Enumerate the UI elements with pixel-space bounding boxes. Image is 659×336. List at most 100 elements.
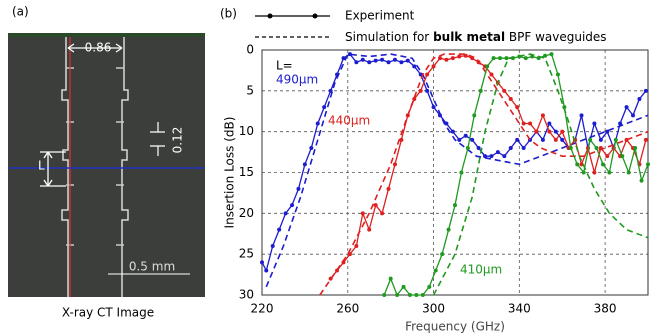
data-point bbox=[309, 146, 313, 150]
data-point bbox=[406, 59, 410, 63]
data-point bbox=[367, 60, 371, 64]
data-point bbox=[367, 228, 371, 232]
data-point bbox=[504, 56, 508, 60]
data-point bbox=[277, 228, 281, 232]
data-point bbox=[601, 162, 605, 166]
data-point bbox=[451, 130, 455, 134]
data-point bbox=[451, 56, 455, 60]
data-point bbox=[393, 58, 397, 62]
caption: X-ray CT Image bbox=[62, 306, 154, 320]
data-point bbox=[393, 162, 397, 166]
x-tick-label: 260 bbox=[336, 302, 359, 316]
x-tick-label: 340 bbox=[508, 302, 531, 316]
data-point bbox=[489, 73, 493, 77]
data-point bbox=[515, 105, 519, 109]
data-point bbox=[354, 244, 358, 248]
y-tick-label: 5 bbox=[246, 83, 254, 97]
data-point bbox=[522, 122, 526, 126]
data-point bbox=[438, 56, 442, 60]
data-point bbox=[592, 122, 596, 126]
legend-label: Experiment bbox=[345, 9, 415, 23]
data-point bbox=[264, 269, 268, 273]
dim-label: 0.12 bbox=[171, 127, 185, 154]
data-point bbox=[354, 60, 358, 64]
data-point bbox=[541, 138, 545, 142]
data-point bbox=[380, 211, 384, 215]
data-point bbox=[260, 260, 264, 264]
y-tick-label: 0 bbox=[246, 43, 254, 57]
data-point bbox=[432, 105, 436, 109]
data-point bbox=[322, 105, 326, 109]
data-point bbox=[421, 293, 425, 297]
data-point bbox=[387, 187, 391, 191]
data-point bbox=[284, 211, 288, 215]
series-line bbox=[266, 54, 648, 287]
data-point bbox=[631, 113, 635, 117]
data-point bbox=[389, 277, 393, 281]
data-point bbox=[296, 187, 300, 191]
data-point bbox=[387, 60, 391, 64]
legend-label: Simulation for bulk metal BPF waveguides bbox=[345, 30, 607, 44]
data-point bbox=[316, 122, 320, 126]
annotation: L= bbox=[276, 59, 293, 73]
data-point bbox=[646, 162, 650, 166]
scale-bar-label: 0.5 mm bbox=[129, 260, 175, 274]
data-point bbox=[515, 138, 519, 142]
data-point bbox=[534, 130, 538, 134]
x-tick-label: 300 bbox=[422, 302, 445, 316]
data-point bbox=[599, 138, 603, 142]
data-point bbox=[477, 146, 481, 150]
data-point bbox=[374, 59, 378, 63]
data-point bbox=[472, 113, 476, 117]
data-point bbox=[502, 154, 506, 158]
data-point bbox=[361, 58, 365, 62]
data-point bbox=[644, 138, 648, 142]
data-point bbox=[625, 105, 629, 109]
data-point bbox=[427, 285, 431, 289]
data-point bbox=[290, 203, 294, 207]
annotation: 490µm bbox=[276, 73, 318, 87]
data-point bbox=[432, 64, 436, 68]
data-point bbox=[637, 97, 641, 101]
data-point bbox=[382, 293, 386, 297]
data-point bbox=[489, 154, 493, 158]
data-point bbox=[447, 228, 451, 232]
data-point bbox=[492, 56, 496, 60]
data-point bbox=[633, 146, 637, 150]
data-point bbox=[434, 269, 438, 273]
data-point bbox=[374, 203, 378, 207]
data-point bbox=[627, 171, 631, 175]
y-tick-label: 20 bbox=[239, 206, 254, 220]
data-point bbox=[541, 113, 545, 117]
data-point bbox=[412, 97, 416, 101]
data-point bbox=[414, 293, 418, 297]
data-point bbox=[395, 293, 399, 297]
legend-label-part: Simulation for bbox=[345, 30, 433, 44]
x-tick-label: 380 bbox=[594, 302, 617, 316]
data-point bbox=[303, 162, 307, 166]
data-point bbox=[380, 58, 384, 62]
data-point bbox=[550, 52, 554, 56]
data-point bbox=[399, 60, 403, 64]
series-line bbox=[331, 56, 646, 279]
y-tick-label: 30 bbox=[239, 288, 254, 302]
data-point bbox=[502, 89, 506, 93]
data-point bbox=[509, 97, 513, 101]
data-point bbox=[457, 138, 461, 142]
data-point bbox=[412, 64, 416, 68]
data-point bbox=[425, 73, 429, 77]
data-point bbox=[644, 89, 648, 93]
series-line bbox=[384, 54, 648, 295]
data-point bbox=[425, 89, 429, 93]
data-point bbox=[556, 73, 560, 77]
y-tick-label: 25 bbox=[239, 247, 254, 261]
data-point bbox=[560, 130, 564, 134]
data-point bbox=[528, 122, 532, 126]
y-tick-label: 10 bbox=[239, 124, 254, 138]
data-point bbox=[588, 138, 592, 142]
x-tick-label: 220 bbox=[251, 302, 274, 316]
data-point bbox=[554, 130, 558, 134]
legend-label-part: bulk metal bbox=[433, 30, 505, 44]
data-point bbox=[402, 285, 406, 289]
data-point bbox=[575, 162, 579, 166]
